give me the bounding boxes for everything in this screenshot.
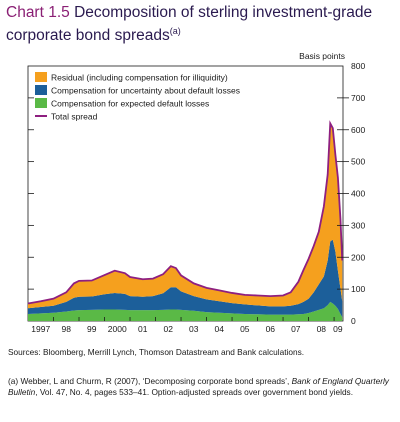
y-tick-label: 0 (351, 316, 356, 326)
title-line-1: Decomposition of sterling investment-gra… (74, 4, 373, 21)
x-tick-label: 04 (215, 324, 225, 334)
y-axis-label: Basis points (299, 51, 345, 61)
sources-note: Sources: Bloomberg, Merrill Lynch, Thoms… (8, 347, 305, 357)
chart: Basis points 0 100 200 300 400 500 600 700 800 19… (27, 51, 365, 334)
x-tick-label: 1997 (31, 324, 50, 334)
title-note-marker: (a) (169, 26, 181, 36)
x-tick-label: 06 (266, 324, 276, 334)
area-series-2 (28, 123, 343, 309)
x-tick-label: 99 (87, 324, 97, 334)
y-tick-label: 400 (351, 189, 365, 199)
y-tick-label: 100 (351, 284, 365, 294)
legend-label-2: Compensation for expected default losses (51, 99, 209, 109)
footnote-text-pre: Webber, L and Churm, R (2007), ‘Decompos… (20, 376, 292, 386)
x-tick-label: 03 (189, 324, 199, 334)
legend-swatch-1 (35, 85, 47, 95)
x-tick-label: 2000 (108, 324, 127, 334)
x-tick-label: 08 (317, 324, 327, 334)
x-tick-label: 98 (62, 324, 72, 334)
y-tick-label: 600 (351, 125, 365, 135)
y-tick-label: 500 (351, 157, 365, 167)
footnote: (a) Webber, L and Churm, R (2007), ‘Deco… (8, 376, 396, 398)
y-tick-label: 700 (351, 93, 365, 103)
area-series-0 (28, 301, 343, 321)
x-tick-label: 09 (333, 324, 343, 334)
y-tick-label: 200 (351, 252, 365, 262)
y-tick-label: 300 (351, 220, 365, 230)
x-tick-label: 02 (164, 324, 174, 334)
footnote-text-post: , Vol. 47, No. 4, pages 533–41. Option-a… (35, 387, 354, 397)
x-tick-label: 01 (138, 324, 148, 334)
footnote-marker: (a) (8, 376, 19, 386)
page-title: Chart 1.5 Decomposition of sterling inve… (6, 3, 396, 45)
x-tick-label: 07 (291, 324, 301, 334)
legend-swatch-2 (35, 98, 47, 108)
title-line-2: corporate bond spreads (6, 27, 170, 45)
x-tick-label: 05 (240, 324, 250, 334)
chart-number: Chart 1.5 (6, 4, 70, 21)
legend-label-3: Total spread (51, 112, 98, 122)
y-tick-label: 800 (351, 61, 365, 71)
legend-swatch-0 (35, 72, 47, 82)
legend-label-0: Residual (including compensation for ill… (51, 73, 228, 83)
total-spread-line (27, 120, 344, 305)
area-series-1 (28, 239, 343, 318)
footnote-journal: Bank of England Quarterly Bulletin (8, 376, 389, 397)
legend-label-1: Compensation for uncertainty about defau… (51, 86, 240, 96)
